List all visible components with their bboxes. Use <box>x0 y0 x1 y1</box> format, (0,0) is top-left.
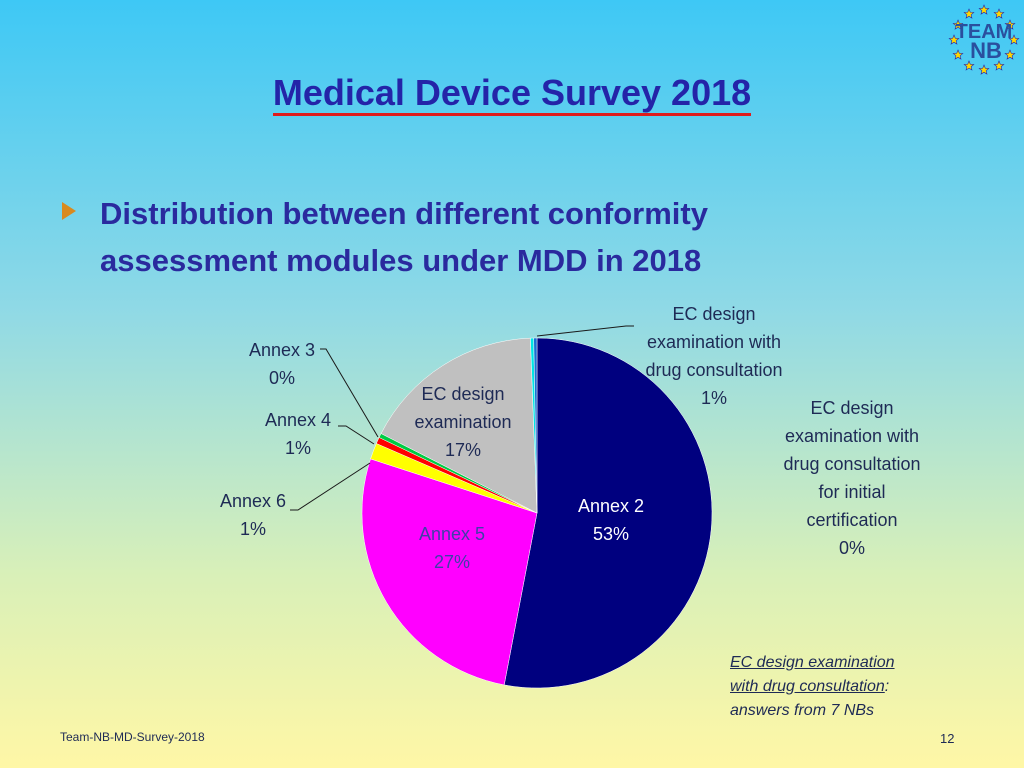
label-annex2-value: 53% <box>592 524 630 544</box>
pie-slice-annex2 <box>503 337 713 689</box>
label-ecdesign-line2: examination <box>414 412 512 432</box>
bullet-text: Distribution between different conformit… <box>100 190 840 284</box>
logo-star-icon <box>948 34 960 45</box>
leader-line-annex3 <box>320 348 379 438</box>
footer-text: Team-NB-MD-Survey-2018 <box>60 730 205 744</box>
bullet-line-2: assessment modules under MDD in 2018 <box>100 243 702 278</box>
logo-star-icon <box>1004 49 1016 60</box>
label-ecdesign-line1: EC design <box>421 384 505 404</box>
note-colon: : <box>884 678 890 695</box>
label-ecinit-line1: EC design <box>810 398 894 418</box>
label-ecdrug-line3: drug consultation <box>645 360 783 380</box>
label-annex4-name: Annex 4 <box>264 410 332 430</box>
label-annex5-name: Annex 5 <box>418 524 486 544</box>
label-ecinit-line2: examination with <box>784 426 920 446</box>
label-annex4-value: 1% <box>284 438 311 458</box>
team-nb-logo: TEAM NB <box>948 4 1020 75</box>
logo-star-icon <box>978 4 990 15</box>
label-ecdrug-line2: examination with <box>646 332 782 352</box>
label-ecdrug-line1: EC design <box>672 304 756 324</box>
logo-star-icon <box>963 60 975 71</box>
label-annex6-value: 1% <box>239 519 266 539</box>
note-part2: with drug consultation <box>730 678 885 695</box>
label-ecinit-value: 0% <box>838 538 865 558</box>
logo-star-icon <box>952 19 964 30</box>
bullet-line-1: Distribution between different conformit… <box>100 196 708 231</box>
label-ecdrug-initial: EC design examination with drug consulta… <box>762 394 942 562</box>
slide-title: Medical Device Survey 2018 <box>0 72 1024 116</box>
label-annex5-value: 27% <box>433 552 471 572</box>
page-number: 12 <box>940 731 955 746</box>
survey-note: EC design examination with drug consulta… <box>730 651 940 723</box>
logo-star-icon <box>978 64 990 75</box>
label-annex6-name: Annex 6 <box>219 491 287 511</box>
label-ecdesign-value: 17% <box>444 440 482 460</box>
label-annex6: Annex 6 1% <box>203 487 303 543</box>
logo-text-team: TEAM <box>956 21 1013 43</box>
logo-text-nb: NB <box>970 38 1002 63</box>
logo-star-icon <box>1008 34 1020 45</box>
label-annex3-name: Annex 3 <box>248 340 316 360</box>
label-annex5: Annex 5 27% <box>396 520 508 576</box>
label-annex4: Annex 4 1% <box>248 406 348 462</box>
label-ecinit-line4: for initial <box>818 482 886 502</box>
bullet-arrow-icon <box>62 202 76 220</box>
slide-title-text: Medical Device Survey 2018 <box>272 72 752 116</box>
leader-line-annex6 <box>290 462 371 511</box>
star-ring-icon <box>948 4 1020 75</box>
note-part3: answers from 7 NBs <box>730 702 875 719</box>
leader-line-annex4 <box>338 425 375 445</box>
logo-star-icon <box>1004 19 1016 30</box>
pie-slice-ecdesign <box>380 337 538 514</box>
label-annex3-value: 0% <box>268 368 295 388</box>
label-annex2-name: Annex 2 <box>577 496 645 516</box>
logo-star-icon <box>963 8 975 19</box>
logo-star-icon <box>993 8 1005 19</box>
leader-line-ecdrug <box>536 325 634 337</box>
pie-slice-annex5 <box>361 458 538 686</box>
label-ecdesign: EC design examination 17% <box>398 380 528 464</box>
note-part1: EC design examination <box>730 654 895 671</box>
label-ecinit-line5: certification <box>806 510 898 530</box>
label-annex3: Annex 3 0% <box>232 336 332 392</box>
pie-slice-ecdrug <box>533 337 538 514</box>
logo-star-icon <box>993 60 1005 71</box>
label-ecdrug: EC design examination with drug consulta… <box>624 300 804 412</box>
logo-star-icon <box>952 49 964 60</box>
label-ecdrug-value: 1% <box>700 388 727 408</box>
label-ecinit-line3: drug consultation <box>783 454 921 474</box>
label-annex2: Annex 2 53% <box>555 492 667 548</box>
